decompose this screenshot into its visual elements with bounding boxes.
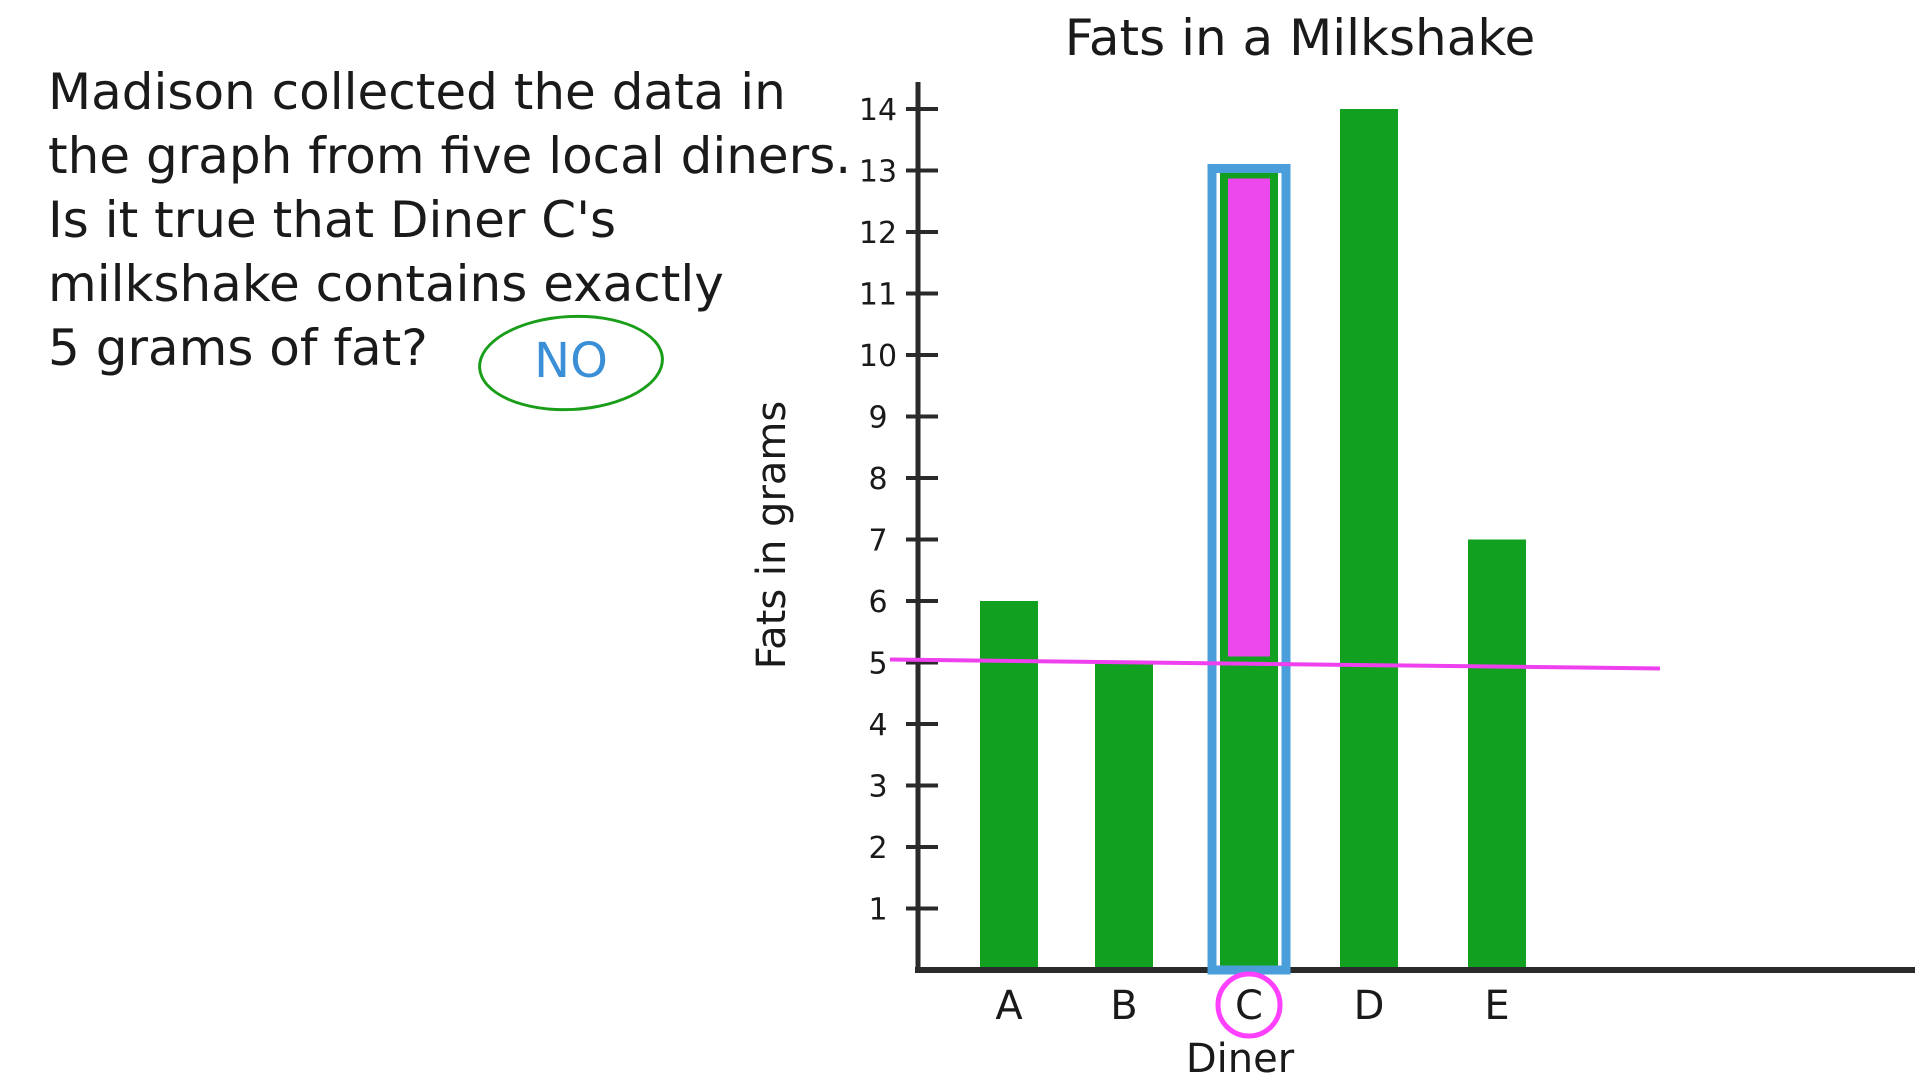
question-line: milkshake contains exactly bbox=[48, 255, 724, 313]
reference-line bbox=[889, 657, 1661, 671]
y-tick-label: 5 bbox=[868, 647, 887, 682]
x-axis-title: Diner bbox=[1186, 1036, 1295, 1080]
x-tick-label: D bbox=[1354, 983, 1385, 1029]
answer-badge: NO bbox=[475, 310, 667, 416]
y-tick-label: 6 bbox=[868, 585, 887, 620]
question-line: the graph from five local diners. bbox=[48, 127, 852, 185]
y-axis-title: Fats in grams bbox=[749, 401, 795, 669]
y-tick-label: 4 bbox=[868, 708, 887, 743]
y-tick-label: 7 bbox=[868, 524, 887, 559]
question-line: 5 grams of fat? bbox=[48, 319, 428, 377]
question-line: Is it true that Diner C's bbox=[48, 191, 617, 249]
x-tick-label: E bbox=[1484, 983, 1509, 1029]
y-tick-label: 10 bbox=[859, 339, 897, 374]
bar-e bbox=[1468, 539, 1526, 970]
y-tick-label: 2 bbox=[868, 831, 887, 866]
y-tick-label: 14 bbox=[859, 93, 897, 128]
y-tick-label: 3 bbox=[868, 770, 887, 805]
x-tick-label: C bbox=[1235, 983, 1263, 1029]
highlight-fill bbox=[1228, 178, 1270, 657]
y-tick-label: 13 bbox=[859, 155, 897, 190]
question-line: Madison collected the data in bbox=[48, 63, 786, 121]
category-circle bbox=[1215, 971, 1283, 1039]
bar-a bbox=[980, 601, 1038, 970]
bar-d bbox=[1340, 109, 1398, 970]
y-tick-label: 11 bbox=[859, 278, 897, 313]
chart-title: Fats in a Milkshake bbox=[1065, 9, 1536, 67]
y-tick-label: 1 bbox=[868, 893, 887, 928]
bar-b bbox=[1095, 662, 1153, 970]
answer-text: NO bbox=[534, 333, 608, 389]
x-tick-label: A bbox=[995, 983, 1023, 1029]
x-tick-label: B bbox=[1110, 983, 1137, 1029]
y-tick-label: 9 bbox=[868, 401, 887, 436]
highlight-outline bbox=[1207, 164, 1291, 975]
question-text: Madison collected the data in the graph … bbox=[48, 60, 852, 380]
y-tick-label: 12 bbox=[859, 216, 897, 251]
y-tick-label: 8 bbox=[868, 462, 887, 497]
